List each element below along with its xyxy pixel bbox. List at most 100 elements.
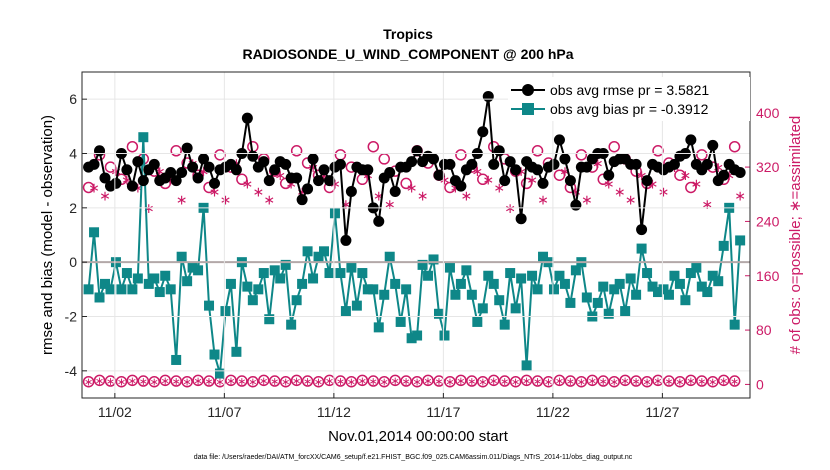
rmse-point (570, 199, 582, 211)
bias-point (707, 270, 718, 281)
obs-count-baseline-asterisk: ∗ (128, 374, 137, 387)
obs-possible-marker (520, 177, 533, 190)
obs-count-baseline-marker (192, 374, 204, 387)
rmse-point (307, 153, 319, 165)
obs-assimilated-marker: ∗ (132, 180, 144, 196)
obs-assimilated-marker: ∗ (614, 185, 626, 201)
obs-count-baseline-marker (488, 374, 500, 387)
bias-point (505, 268, 516, 279)
bias-point (225, 278, 236, 289)
y2-tick-label: 160 (756, 268, 780, 284)
bias-point (390, 278, 401, 289)
rmse-point (411, 145, 423, 157)
obs-count-baseline-asterisk: ∗ (325, 374, 334, 387)
obs-possible-marker (400, 177, 412, 190)
obs-count-baseline-asterisk: ∗ (686, 374, 695, 387)
obs-possible-marker (290, 145, 303, 157)
obs-assimilated-marker: ∗ (712, 160, 724, 176)
rmse-point (532, 164, 544, 176)
bias-point (483, 270, 494, 281)
obs-count-baseline-asterisk: ∗ (599, 375, 608, 388)
obs-count-baseline-asterisk: ∗ (544, 376, 553, 389)
bias-point (570, 265, 581, 276)
bias-point (83, 284, 94, 295)
bias-point (428, 254, 439, 265)
obs-possible-marker (531, 145, 544, 157)
bias-point (417, 259, 428, 270)
rmse-point (466, 158, 478, 170)
obs-assimilated-marker: ∗ (734, 189, 746, 205)
rmse-point (384, 167, 396, 179)
rmse-point (504, 156, 516, 168)
obs-count-baseline-asterisk: ∗ (500, 375, 509, 388)
legend-bias-label: obs avg bias pr = -0.3912 (550, 101, 709, 117)
obs-count-baseline-asterisk: ∗ (303, 375, 312, 388)
obs-count-baseline-asterisk: ∗ (314, 376, 323, 389)
bias-point (220, 306, 231, 317)
obs-count-baseline-asterisk: ∗ (577, 376, 586, 389)
rmse-point (510, 164, 522, 176)
bias-point (182, 276, 193, 287)
legend: obs avg rmse pr = 3.5821 obs avg bias pr… (508, 77, 750, 121)
obs-assimilated-marker: ∗ (176, 193, 188, 209)
bias-point (532, 284, 543, 295)
rmse-point (296, 194, 308, 206)
obs-possible-marker (82, 181, 95, 194)
bias-point (357, 268, 368, 279)
obs-assimilated-marker: ∗ (198, 164, 210, 180)
obs-assimilated-marker: ∗ (504, 201, 516, 217)
obs-assimilated-marker: ∗ (603, 176, 615, 192)
bias-point (466, 289, 477, 300)
obs-count-baseline-marker (312, 375, 325, 388)
rmse-point (718, 169, 730, 181)
rmse-point (603, 169, 615, 181)
x-tick-label: 11/07 (207, 404, 241, 420)
plot-area (82, 72, 750, 398)
obs-count-baseline-marker (542, 375, 555, 388)
bias-point (105, 284, 116, 295)
bias-point (527, 270, 538, 281)
rmse-point (203, 161, 215, 173)
y-axis-label: rmse and bias (model - observation) (39, 115, 56, 355)
obs-count-baseline-marker (301, 375, 314, 387)
obs-count-baseline-asterisk: ∗ (95, 374, 104, 387)
rmse-point (488, 158, 500, 170)
chart-subtitle: RADIOSONDE_U_WIND_COMPONENT @ 200 hPa (242, 46, 573, 62)
rmse-point (137, 175, 149, 187)
obs-count-baseline-asterisk: ∗ (215, 376, 224, 389)
rmse-point (258, 156, 270, 168)
rmse-point (455, 180, 467, 192)
obs-count-baseline-marker (444, 375, 456, 388)
obs-assimilated-marker: ∗ (220, 193, 232, 209)
obs-count-baseline-marker (279, 375, 292, 388)
obs-possible-marker (444, 181, 456, 194)
obs-count-baseline-asterisk: ∗ (730, 375, 739, 388)
obs-count-baseline-asterisk: ∗ (478, 376, 487, 389)
obs-count-baseline-asterisk: ∗ (467, 375, 476, 388)
bias-point (121, 268, 132, 279)
rmse-point (280, 158, 292, 170)
obs-count-baseline-marker (520, 374, 533, 387)
bias-point (642, 268, 653, 279)
obs-assimilated-marker: ∗ (515, 164, 527, 180)
bias-point (280, 259, 291, 270)
bias-point (488, 278, 499, 289)
series-layer: ∗ ∗ ∗ ∗ ∗ ∗ ∗ ∗ ∗ ∗ ∗ ∗ ∗ ∗ ∗ ∗ ∗ ∗ ∗ ∗ ∗ ∗ ∗ ∗ ∗ ∗ ∗ ∗ ∗ ∗ ∗ ∗ ∗ ∗ ∗ ∗ ∗ ∗ ∗ ∗… (82, 90, 746, 389)
bias-point (176, 251, 187, 262)
obs-possible-marker (674, 169, 686, 181)
rmse-point (499, 175, 511, 187)
bias-point (99, 278, 110, 289)
obs-assimilated-marker: ∗ (680, 168, 692, 184)
obs-count-baseline-marker (247, 375, 259, 388)
bias-point (718, 240, 729, 251)
obs-count-baseline-marker (323, 374, 336, 387)
bias-point (258, 268, 269, 279)
obs-count-baseline-asterisk: ∗ (566, 375, 575, 388)
obs-count-baseline-marker (728, 375, 741, 387)
obs-count-baseline-asterisk: ∗ (642, 376, 651, 389)
obs-count-baseline-marker (268, 375, 281, 387)
bias-point (340, 306, 351, 317)
rmse-point (444, 158, 456, 170)
bias-point (116, 284, 127, 295)
obs-count-baseline-marker (148, 375, 161, 388)
